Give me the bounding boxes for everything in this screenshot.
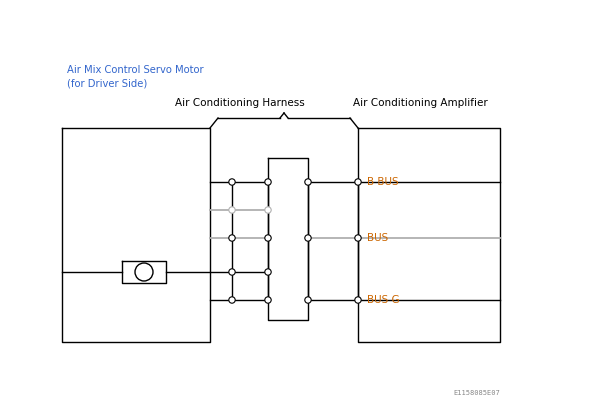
Circle shape <box>229 297 235 303</box>
Circle shape <box>229 207 235 213</box>
Circle shape <box>305 235 311 241</box>
Text: M: M <box>140 268 148 277</box>
Text: E1158085E07: E1158085E07 <box>453 390 500 396</box>
Circle shape <box>265 297 271 303</box>
Circle shape <box>355 179 361 185</box>
Circle shape <box>265 269 271 275</box>
Circle shape <box>265 235 271 241</box>
Circle shape <box>305 179 311 185</box>
Text: B BUS: B BUS <box>367 177 399 187</box>
Circle shape <box>135 263 153 281</box>
Circle shape <box>305 297 311 303</box>
Circle shape <box>229 235 235 241</box>
Text: Air Conditioning Amplifier: Air Conditioning Amplifier <box>353 98 487 108</box>
Text: BUS: BUS <box>367 233 389 243</box>
Circle shape <box>355 235 361 241</box>
Circle shape <box>229 269 235 275</box>
Text: Air Mix Control Servo Motor
(for Driver Side): Air Mix Control Servo Motor (for Driver … <box>67 65 203 89</box>
Text: BUS G: BUS G <box>367 295 400 305</box>
Circle shape <box>355 297 361 303</box>
Circle shape <box>265 207 271 213</box>
Text: Air Conditioning Harness: Air Conditioning Harness <box>175 98 305 108</box>
Circle shape <box>229 179 235 185</box>
Circle shape <box>265 179 271 185</box>
